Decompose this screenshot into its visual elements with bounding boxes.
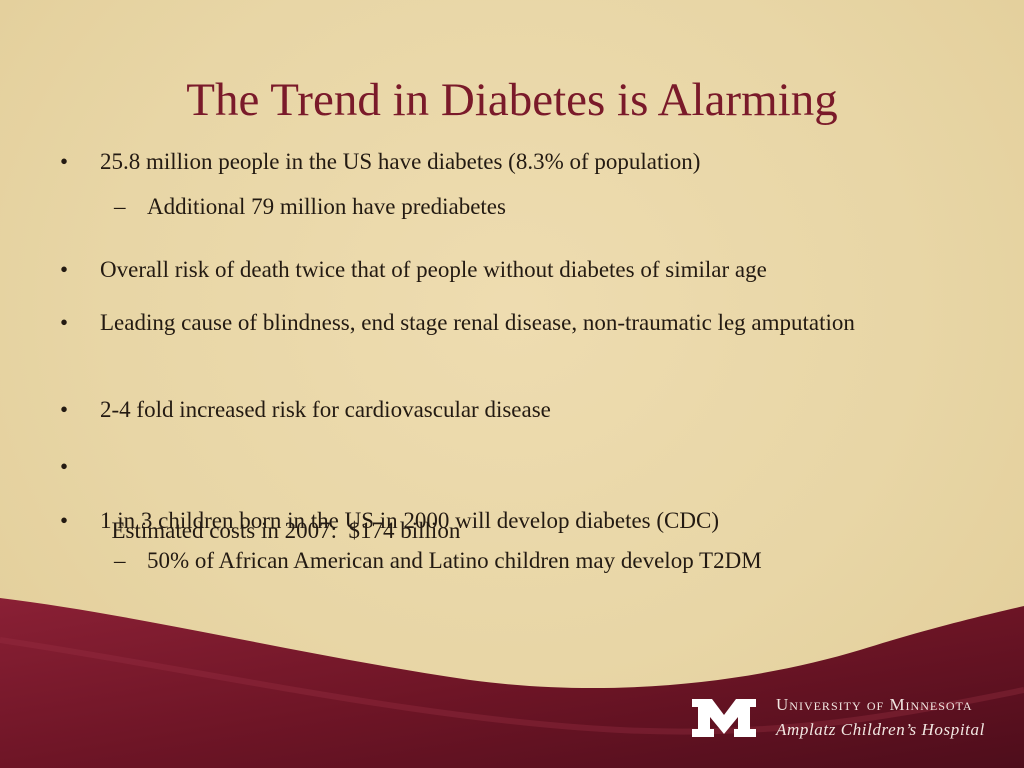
bullet-item-children-risk: • 1 in 3 children born in the US in 2000… <box>60 505 980 537</box>
sub-item-prediabetes: – Additional 79 million have prediabetes <box>114 191 1007 223</box>
bullet-text: 25.8 million people in the US have diabe… <box>100 149 701 174</box>
bullet-text: Leading cause of blindness, end stage re… <box>100 310 855 335</box>
dash-marker: – <box>114 548 126 573</box>
university-m-logo-icon <box>692 699 756 737</box>
bullet-marker: • <box>60 310 69 335</box>
bullet-item-risk-of-death: • Overall risk of death twice that of pe… <box>60 254 980 286</box>
bullet-text: 2-4 fold increased risk for cardiovascul… <box>100 397 551 422</box>
bullet-marker: • <box>60 149 69 174</box>
dash-marker: – <box>114 194 126 219</box>
bullet-item-estimated-costs: • Estimated costs in 2007: $174 billion <box>60 451 980 547</box>
sub-item-text: 50% of African American and Latino child… <box>147 548 762 573</box>
bullet-marker: • <box>60 257 69 282</box>
university-name: University of Minnesota <box>776 695 973 714</box>
bullet-marker: • <box>60 508 69 533</box>
bullet-text: Estimated costs in 2007: $174 billion <box>111 518 461 543</box>
sub-item-text: Additional 79 million have prediabetes <box>147 194 506 219</box>
bullet-item-leading-cause: • Leading cause of blindness, end stage … <box>60 307 900 339</box>
sub-item-african-american-latino: – 50% of African American and Latino chi… <box>114 545 1007 577</box>
bullet-item-us-diabetes: • 25.8 million people in the US have dia… <box>60 146 980 178</box>
bullet-item-cardiovascular-risk: • 2-4 fold increased risk for cardiovasc… <box>60 394 980 426</box>
hospital-name: Amplatz Children’s Hospital <box>776 720 985 739</box>
slide-title: The Trend in Diabetes is Alarming <box>186 74 838 126</box>
bullet-marker: • <box>60 454 69 479</box>
bullet-text: Overall risk of death twice that of peop… <box>100 257 767 282</box>
bullet-text: 1 in 3 children born in the US in 2000 w… <box>100 508 719 533</box>
bullet-marker: • <box>60 397 69 422</box>
